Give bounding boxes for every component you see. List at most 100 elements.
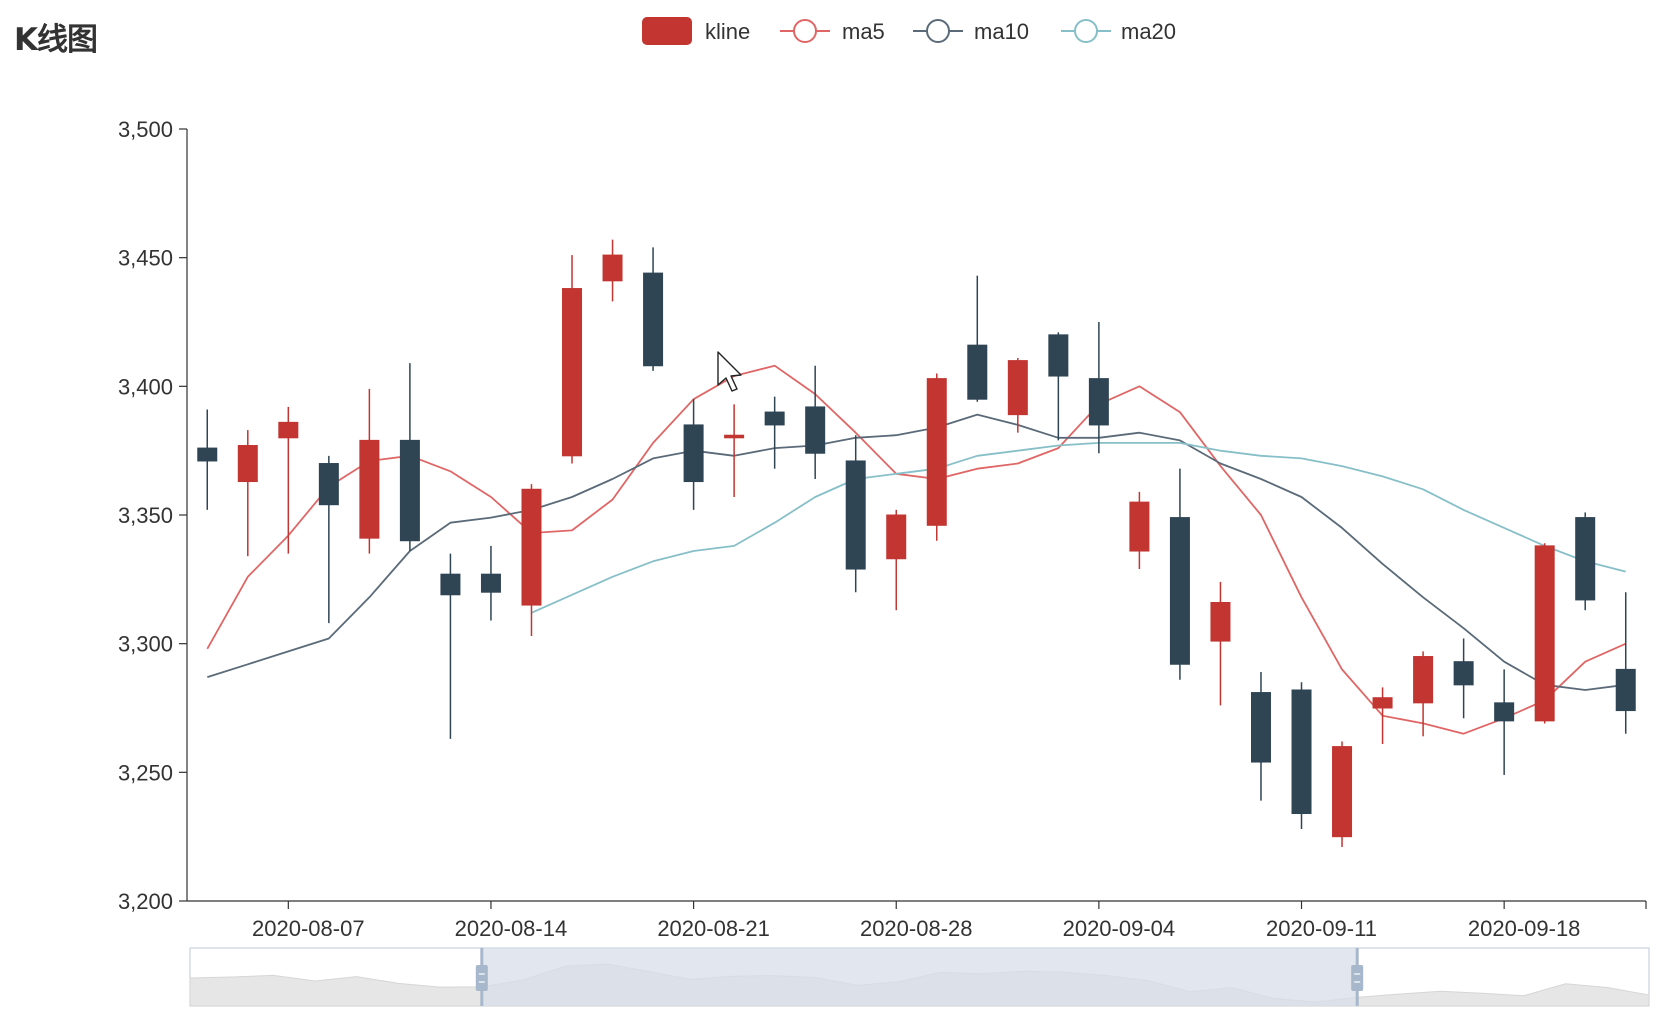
moving-average-lines xyxy=(206,364,1627,735)
candle-body xyxy=(399,439,420,542)
x-tick-label: 2020-09-11 xyxy=(1266,916,1377,941)
candle-body xyxy=(1210,601,1231,642)
candle xyxy=(886,509,907,611)
candle-body xyxy=(1250,692,1271,763)
x-tick-label: 2020-08-21 xyxy=(657,916,770,941)
mouse-cursor-icon xyxy=(717,351,742,392)
candle xyxy=(1210,581,1231,706)
chart-axes: 3,200 3,250 3,300 3,350 3,400 3,450 3,500 2020-… xyxy=(118,117,1647,941)
candle xyxy=(1169,468,1190,680)
candle-body xyxy=(1494,702,1515,722)
candle-body xyxy=(1534,545,1555,722)
candle-body xyxy=(805,406,826,454)
legend-ma10-icon xyxy=(913,19,963,43)
ma10-line xyxy=(207,413,1626,691)
y-tick-label: 3,400 xyxy=(118,374,173,399)
datazoom-handle-right[interactable] xyxy=(1351,948,1364,1006)
candle xyxy=(440,553,461,739)
candle xyxy=(1615,592,1636,734)
candle-body xyxy=(764,411,785,426)
candle xyxy=(1534,543,1555,724)
handle-grip-icon xyxy=(1351,965,1364,991)
x-tick-label: 2020-08-07 xyxy=(252,916,365,941)
candle-body xyxy=(1413,656,1434,704)
candle xyxy=(1372,687,1393,745)
candle-body xyxy=(1007,360,1028,416)
candle-body xyxy=(1291,689,1312,815)
legend-item-ma5[interactable]: ma5 xyxy=(780,19,885,44)
x-tick-label: 2020-09-18 xyxy=(1468,916,1581,941)
candle-body xyxy=(1169,517,1190,665)
candle-body xyxy=(1332,746,1353,838)
candlesticks xyxy=(197,239,1636,847)
x-tick-label: 2020-08-14 xyxy=(455,916,568,941)
candle-body xyxy=(1372,697,1393,709)
candle xyxy=(318,455,339,624)
candle-body xyxy=(967,344,988,400)
x-tick-label: 2020-09-04 xyxy=(1063,916,1176,941)
legend-ma20-icon xyxy=(1061,19,1111,43)
candle-body xyxy=(237,445,258,483)
candle xyxy=(1291,682,1312,829)
legend-item-ma10[interactable]: ma10 xyxy=(913,19,1029,44)
candle xyxy=(197,409,218,510)
candle xyxy=(1048,332,1069,441)
candle-body xyxy=(602,254,623,282)
candle-body xyxy=(683,424,704,483)
datazoom-handle-left[interactable] xyxy=(475,948,488,1006)
legend-label: ma5 xyxy=(842,19,885,44)
candle-body xyxy=(318,463,339,506)
datazoom-selection[interactable] xyxy=(481,948,1358,1006)
candle-body xyxy=(1129,501,1150,552)
legend-item-ma20[interactable]: ma20 xyxy=(1061,19,1176,44)
candle-body xyxy=(1048,334,1069,377)
legend-ma5-icon xyxy=(780,19,830,43)
legend-label: kline xyxy=(705,19,750,44)
ma5-line xyxy=(206,364,1627,735)
candle-body xyxy=(845,460,866,570)
candle xyxy=(1494,669,1515,775)
legend-kline-icon xyxy=(642,17,692,45)
y-tick-label: 3,300 xyxy=(118,632,173,657)
candle-body xyxy=(521,488,542,606)
candle xyxy=(359,388,380,554)
chart-legend[interactable]: kline ma5 ma10 ma20 xyxy=(642,17,1176,45)
candle xyxy=(805,365,826,479)
candle xyxy=(967,275,988,402)
candle-body xyxy=(643,272,664,367)
y-tick-label: 3,450 xyxy=(118,246,173,271)
legend-label: ma10 xyxy=(974,19,1029,44)
candle-body xyxy=(1615,668,1636,712)
candle xyxy=(1250,671,1271,801)
legend-item-kline[interactable]: kline xyxy=(642,17,750,45)
candle xyxy=(1413,651,1434,737)
candle xyxy=(521,484,542,636)
y-tick-label: 3,500 xyxy=(118,117,173,142)
candle xyxy=(1575,512,1596,611)
candle xyxy=(764,396,785,469)
candle xyxy=(1453,638,1474,719)
data-zoom-slider[interactable] xyxy=(189,947,1650,1007)
candle xyxy=(562,255,583,464)
candle xyxy=(724,404,745,497)
candle-body xyxy=(197,447,218,462)
y-tick-label: 3,200 xyxy=(118,889,173,914)
x-tick-label: 2020-08-28 xyxy=(860,916,973,941)
candle xyxy=(683,399,704,510)
ma20-line xyxy=(531,442,1626,614)
candle-body xyxy=(1453,661,1474,686)
cursor-arrow-icon xyxy=(717,351,742,392)
candle-body xyxy=(440,573,461,596)
candle-body xyxy=(926,378,947,526)
candle-body xyxy=(359,439,380,539)
candle xyxy=(480,545,501,621)
candle-body xyxy=(724,434,745,439)
candle-body xyxy=(480,573,501,593)
y-tick-label: 3,250 xyxy=(118,760,173,785)
y-tick-label: 3,350 xyxy=(118,503,173,528)
handle-grip-icon xyxy=(475,965,488,991)
candle xyxy=(845,435,866,593)
candle xyxy=(602,239,623,302)
candle-body xyxy=(1088,378,1109,426)
